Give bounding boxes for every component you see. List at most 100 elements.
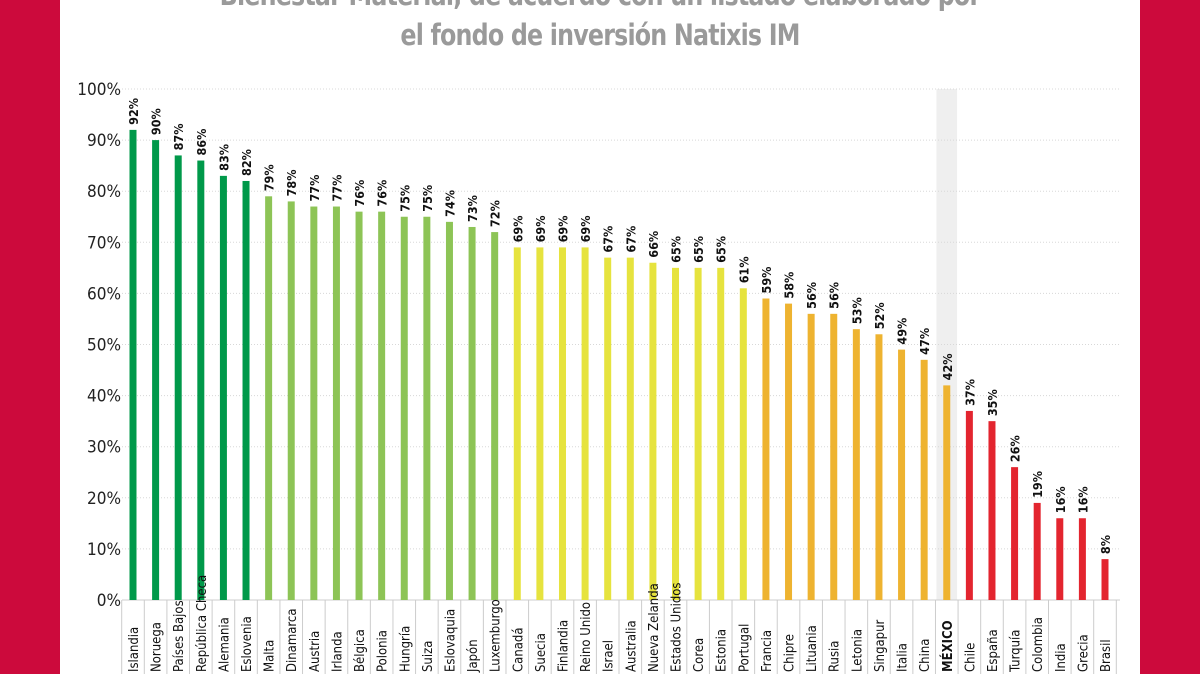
bar-España	[988, 421, 996, 600]
data-label: 75%	[420, 185, 435, 212]
category-label: Austria	[308, 631, 323, 672]
category-label: Canadá	[511, 627, 526, 672]
y-tick-label: 100%	[77, 80, 121, 100]
category-label: Colombia	[1031, 617, 1046, 672]
data-label: 76%	[352, 180, 367, 207]
data-label: 77%	[329, 175, 344, 202]
data-label: 69%	[578, 215, 593, 242]
bar-Rusia	[830, 313, 838, 600]
bar-Suecia	[536, 247, 544, 600]
bar-República Checa	[197, 160, 205, 601]
bar-Eslovenia	[242, 180, 250, 601]
y-tick-label: 20%	[87, 489, 121, 509]
category-label: China	[918, 639, 933, 672]
data-label: 59%	[759, 267, 774, 294]
category-label: España	[986, 629, 1001, 672]
bar-Chipre	[785, 303, 793, 600]
data-label: 83%	[216, 144, 231, 171]
category-label: Estados Unidos	[670, 582, 685, 672]
category-label: Grecia	[1076, 634, 1091, 672]
category-label: Francia	[760, 630, 775, 672]
data-label: 78%	[284, 169, 299, 196]
data-label: 37%	[962, 379, 977, 406]
bar-Singapur	[875, 334, 883, 600]
data-label: 52%	[872, 302, 887, 329]
y-tick-label: 60%	[87, 284, 121, 304]
data-label: 67%	[623, 226, 638, 253]
data-label: 73%	[465, 195, 480, 222]
category-label: Eslovaquia	[443, 609, 458, 672]
data-label: 35%	[985, 389, 1000, 416]
category-label: India	[1054, 643, 1069, 672]
category-label: Dinamarca	[285, 608, 300, 672]
bar-Italia	[898, 349, 906, 600]
data-label: 19%	[1030, 471, 1045, 498]
data-label: 58%	[782, 272, 797, 299]
data-label: 65%	[669, 236, 684, 263]
data-label: 77%	[307, 175, 322, 202]
bar-Suiza	[423, 216, 431, 600]
bar-Australia	[626, 257, 634, 600]
data-label: 69%	[533, 215, 548, 242]
data-label: 56%	[804, 282, 819, 309]
category-label: MÉXICO	[940, 620, 956, 672]
data-label: 67%	[601, 226, 616, 253]
bar-Portugal	[739, 288, 747, 600]
bar-Turquía	[1011, 467, 1019, 600]
bar-Finlandia	[558, 247, 566, 600]
data-label: 69%	[510, 215, 525, 242]
bar-Canadá	[513, 247, 521, 600]
y-tick-label: 70%	[87, 233, 121, 253]
category-label: Suiza	[421, 641, 436, 672]
category-label: Malta	[263, 640, 278, 672]
category-label: Luxemburgo	[489, 599, 504, 672]
data-label: 72%	[488, 200, 503, 227]
category-label: Suecia	[534, 633, 549, 672]
bar-Islandia	[129, 129, 137, 600]
data-label: 90%	[149, 108, 164, 135]
data-label: 16%	[1053, 486, 1068, 513]
bar-Chile	[965, 410, 973, 600]
y-tick-label: 10%	[87, 540, 121, 560]
bar-Malta	[265, 196, 273, 600]
data-label: 56%	[827, 282, 842, 309]
category-label: Turquía	[1009, 630, 1024, 673]
bar-Colombia	[1033, 502, 1041, 600]
category-label: República Checa	[195, 575, 210, 672]
category-label: Portugal	[737, 624, 752, 672]
y-tick-label: 30%	[87, 438, 121, 458]
bar-Nueva Zelanda	[649, 262, 657, 600]
category-label: Letonia	[850, 629, 865, 672]
data-label: 26%	[1008, 435, 1023, 462]
category-label: Estonia	[715, 629, 730, 672]
bar-Lituania	[807, 313, 815, 600]
bar-Grecia	[1078, 518, 1086, 600]
data-label: 49%	[895, 318, 910, 345]
y-tick-label: 40%	[87, 387, 121, 407]
chart-title-line-1: Bienestar Material, de acuerdo con un li…	[157, 0, 1043, 12]
data-label: 92%	[126, 98, 141, 125]
bar-Luxemburgo	[491, 232, 499, 600]
bar-Polonia	[378, 211, 386, 600]
category-label: Polonia	[376, 630, 391, 672]
data-label: 75%	[397, 185, 412, 212]
category-label: Reino Unido	[579, 602, 594, 672]
category-label: Chile	[963, 643, 978, 672]
y-tick-label: 80%	[87, 182, 121, 202]
bar-Francia	[762, 298, 770, 600]
data-label: 61%	[736, 256, 751, 283]
category-label: Brasil	[1099, 639, 1114, 672]
bar-Estonia	[717, 267, 725, 600]
data-label: 42%	[940, 353, 955, 380]
y-tick-label: 90%	[87, 131, 121, 151]
category-label: Italia	[896, 643, 911, 672]
category-label: Finlandia	[556, 620, 571, 672]
category-label: Países Bajos	[172, 600, 187, 672]
chart-card: Bienestar Material, de acuerdo con un li…	[60, 0, 1140, 674]
bar-Alemania	[219, 175, 227, 600]
bar-Brasil	[1101, 559, 1109, 600]
bar-Bélgica	[355, 211, 363, 600]
bar-Israel	[604, 257, 612, 600]
category-label: Australia	[624, 620, 639, 672]
bar-Reino Unido	[581, 247, 589, 600]
